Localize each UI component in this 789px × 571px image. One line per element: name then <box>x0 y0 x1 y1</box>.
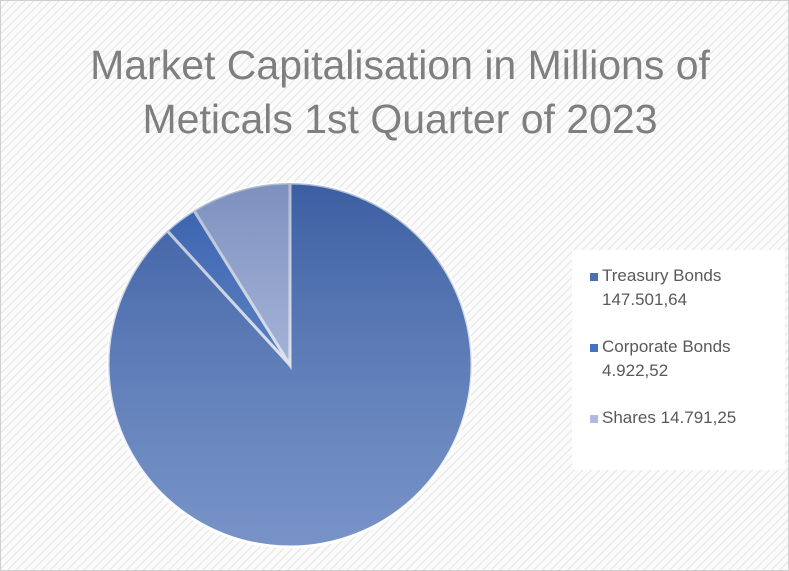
legend-value: 14.791,25 <box>660 408 737 427</box>
legend-label: Corporate Bonds <box>602 337 731 356</box>
legend-value: 4.922,52 <box>602 361 669 380</box>
legend-swatch <box>590 344 598 352</box>
legend-label: Treasury Bonds <box>602 266 722 285</box>
chart-title: Market Capitalisation in Millions of Met… <box>90 42 710 142</box>
legend-swatch <box>590 415 598 423</box>
legend-entry: Shares 14.791,25 <box>590 406 777 430</box>
legend-label: Shares <box>602 408 656 427</box>
legend-entry: Corporate Bonds 4.922,52 <box>590 335 777 383</box>
legend-value: 147.501,64 <box>602 290 688 309</box>
legend: Treasury Bonds 147.501,64 Corporate Bonds… <box>572 250 785 470</box>
pie <box>106 181 474 549</box>
legend-entry: Treasury Bonds 147.501,64 <box>590 264 777 312</box>
legend-swatch <box>590 273 598 281</box>
